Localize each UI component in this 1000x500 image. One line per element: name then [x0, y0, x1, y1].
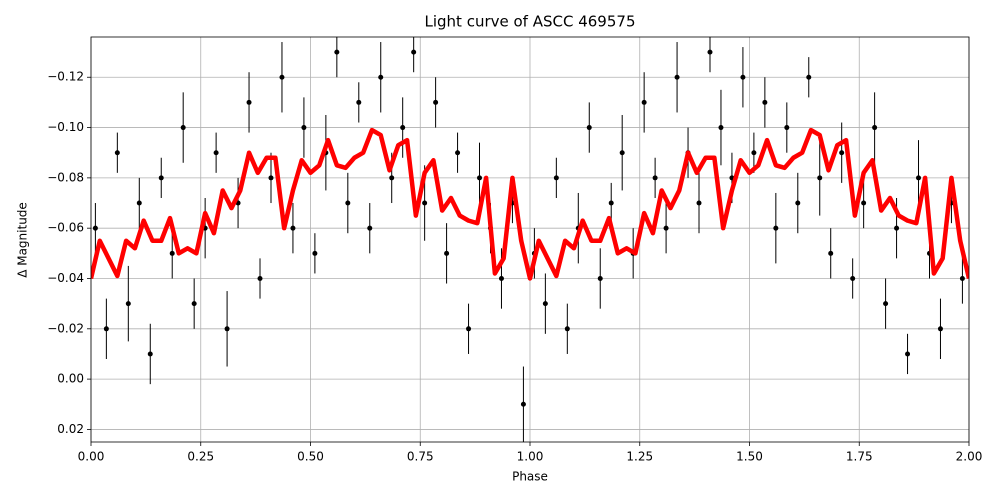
data-point — [674, 74, 680, 80]
data-point — [213, 150, 219, 156]
data-point — [641, 99, 647, 105]
y-tick-label: −0.04 — [47, 271, 84, 285]
x-axis-label: Phase — [512, 470, 548, 484]
data-point — [191, 301, 197, 307]
data-point — [872, 125, 878, 131]
y-tick-label: 0.00 — [57, 372, 84, 386]
data-point — [422, 200, 428, 206]
data-point — [301, 125, 307, 131]
data-point — [125, 301, 131, 307]
chart-title: Light curve of ASCC 469575 — [425, 13, 636, 31]
data-point — [224, 326, 230, 332]
model-curve — [91, 127, 969, 281]
data-point — [114, 150, 120, 156]
data-point — [740, 74, 746, 80]
data-point — [367, 225, 373, 231]
data-point — [839, 150, 845, 156]
x-tick-label: 1.25 — [626, 450, 653, 464]
data-point — [180, 125, 186, 131]
data-point — [147, 351, 153, 357]
data-point — [652, 175, 658, 181]
data-point — [762, 99, 768, 105]
data-point — [279, 74, 285, 80]
y-axis-label: Δ Magnitude — [16, 202, 30, 278]
data-point — [542, 301, 548, 307]
data-point — [92, 225, 98, 231]
data-point — [828, 250, 834, 256]
data-point — [751, 150, 757, 156]
data-point — [389, 175, 395, 181]
x-tick-label: 0.25 — [187, 450, 214, 464]
data-point — [257, 275, 263, 281]
data-point — [378, 74, 384, 80]
data-point — [707, 49, 713, 55]
data-point — [498, 275, 504, 281]
data-point — [246, 99, 252, 105]
data-point — [619, 150, 625, 156]
data-point — [136, 200, 142, 206]
data-point — [466, 326, 472, 332]
data-point — [861, 200, 867, 206]
data-point — [784, 125, 790, 131]
y-tick-label: −0.08 — [47, 170, 84, 184]
x-tick-label: 0.50 — [297, 450, 324, 464]
data-point — [103, 326, 109, 332]
data-point — [400, 125, 406, 131]
data-point — [597, 275, 603, 281]
data-point — [564, 326, 570, 332]
data-point — [586, 125, 592, 131]
grid — [90, 37, 970, 442]
data-point — [553, 175, 559, 181]
data-point — [795, 200, 801, 206]
x-tick-label: 0.75 — [407, 450, 434, 464]
data-point — [883, 301, 889, 307]
data-point — [433, 99, 439, 105]
data-point — [916, 175, 922, 181]
data-point — [663, 225, 669, 231]
data-point — [268, 175, 274, 181]
data-point — [169, 250, 175, 256]
data-point — [411, 49, 417, 55]
data-point — [444, 250, 450, 256]
data-point — [356, 99, 362, 105]
data-point — [773, 225, 779, 231]
data-point — [718, 125, 724, 131]
x-tick-label: 1.50 — [736, 450, 763, 464]
data-point — [334, 49, 340, 55]
data-point — [455, 150, 461, 156]
x-tick-label: 1.00 — [517, 450, 544, 464]
x-tick-label: 2.00 — [956, 450, 983, 464]
data-point — [959, 275, 965, 281]
x-tick-label: 0.00 — [78, 450, 105, 464]
y-tick-label: −0.06 — [47, 221, 84, 235]
data-point — [817, 175, 823, 181]
data-point — [158, 175, 164, 181]
ticks: 0.00 0.25 0.50 0.75 1.00 1.25 1.50 1.75 2.00 −0.1… — [47, 70, 982, 464]
data-point — [696, 200, 702, 206]
data-point — [894, 225, 900, 231]
y-tick-label: −0.02 — [47, 321, 84, 335]
data-point — [312, 250, 318, 256]
data-point — [850, 275, 856, 281]
y-tick-label: −0.10 — [47, 120, 84, 134]
data-point — [345, 200, 351, 206]
data-point — [905, 351, 911, 357]
data-point — [937, 326, 943, 332]
y-tick-label: 0.02 — [57, 422, 84, 436]
data-point — [477, 175, 483, 181]
data-point — [806, 74, 812, 80]
data-point — [608, 200, 614, 206]
data-point — [520, 401, 526, 407]
x-tick-label: 1.75 — [846, 450, 873, 464]
plot-area — [91, 37, 969, 442]
data-point — [290, 225, 296, 231]
y-tick-label: −0.12 — [47, 70, 84, 84]
